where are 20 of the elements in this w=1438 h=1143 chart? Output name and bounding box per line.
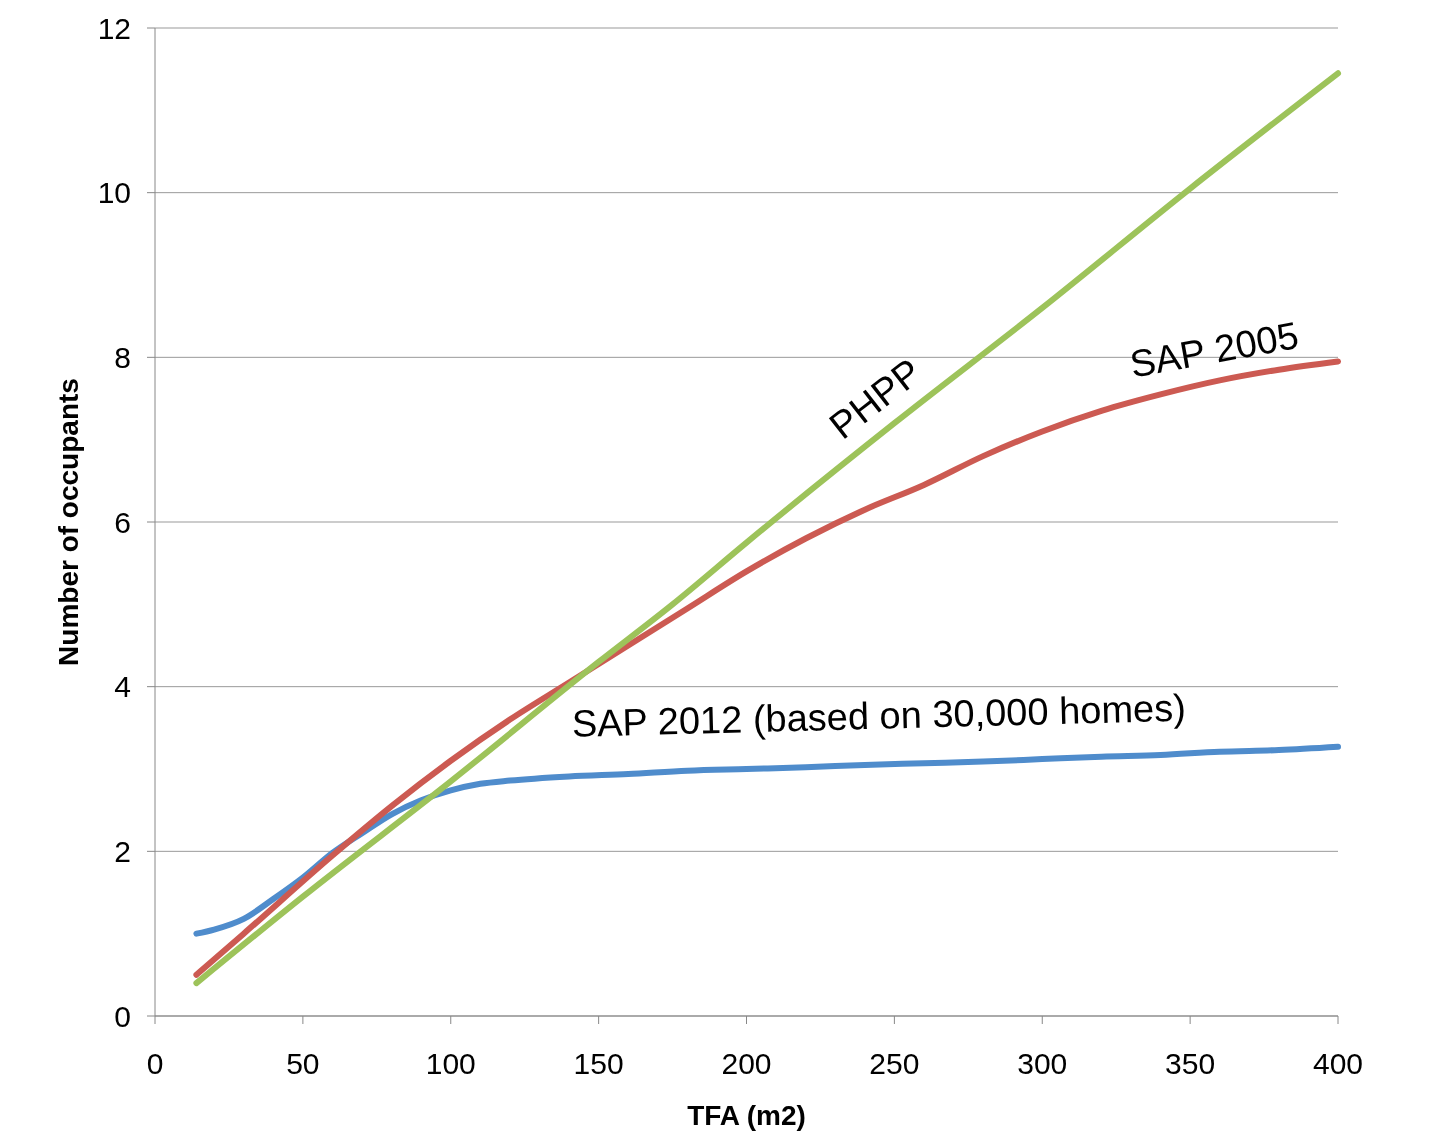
x-tick-label: 0 [146,1047,164,1080]
text: SAP 2005 [1126,314,1302,386]
y-tick-label: 0 [114,999,131,1033]
y-tick-label: 12 [97,11,131,45]
x-tick-label: 250 [869,1047,920,1080]
x-axis-title: TFA (m2) [687,1100,806,1131]
y-tick-label: 2 [114,834,131,868]
x-tick-label: 100 [425,1047,476,1080]
x-tick-label: 200 [721,1047,772,1080]
y-tick-label: 4 [114,670,131,704]
x-tick-label: 50 [286,1047,320,1080]
y-tick-label: 6 [114,505,131,539]
y-tick-label: 8 [114,340,131,374]
x-tick-label: 400 [1312,1047,1364,1080]
y-axis-title: Number of occupants [53,378,84,666]
x-tick-label: 300 [1017,1047,1068,1080]
x-tick-label: 350 [1165,1047,1216,1080]
y-tick-label: 10 [97,176,131,210]
x-tick-label: 150 [573,1047,624,1080]
series-label: SAP 2012 (based on 30,000 homes) [571,686,1187,745]
